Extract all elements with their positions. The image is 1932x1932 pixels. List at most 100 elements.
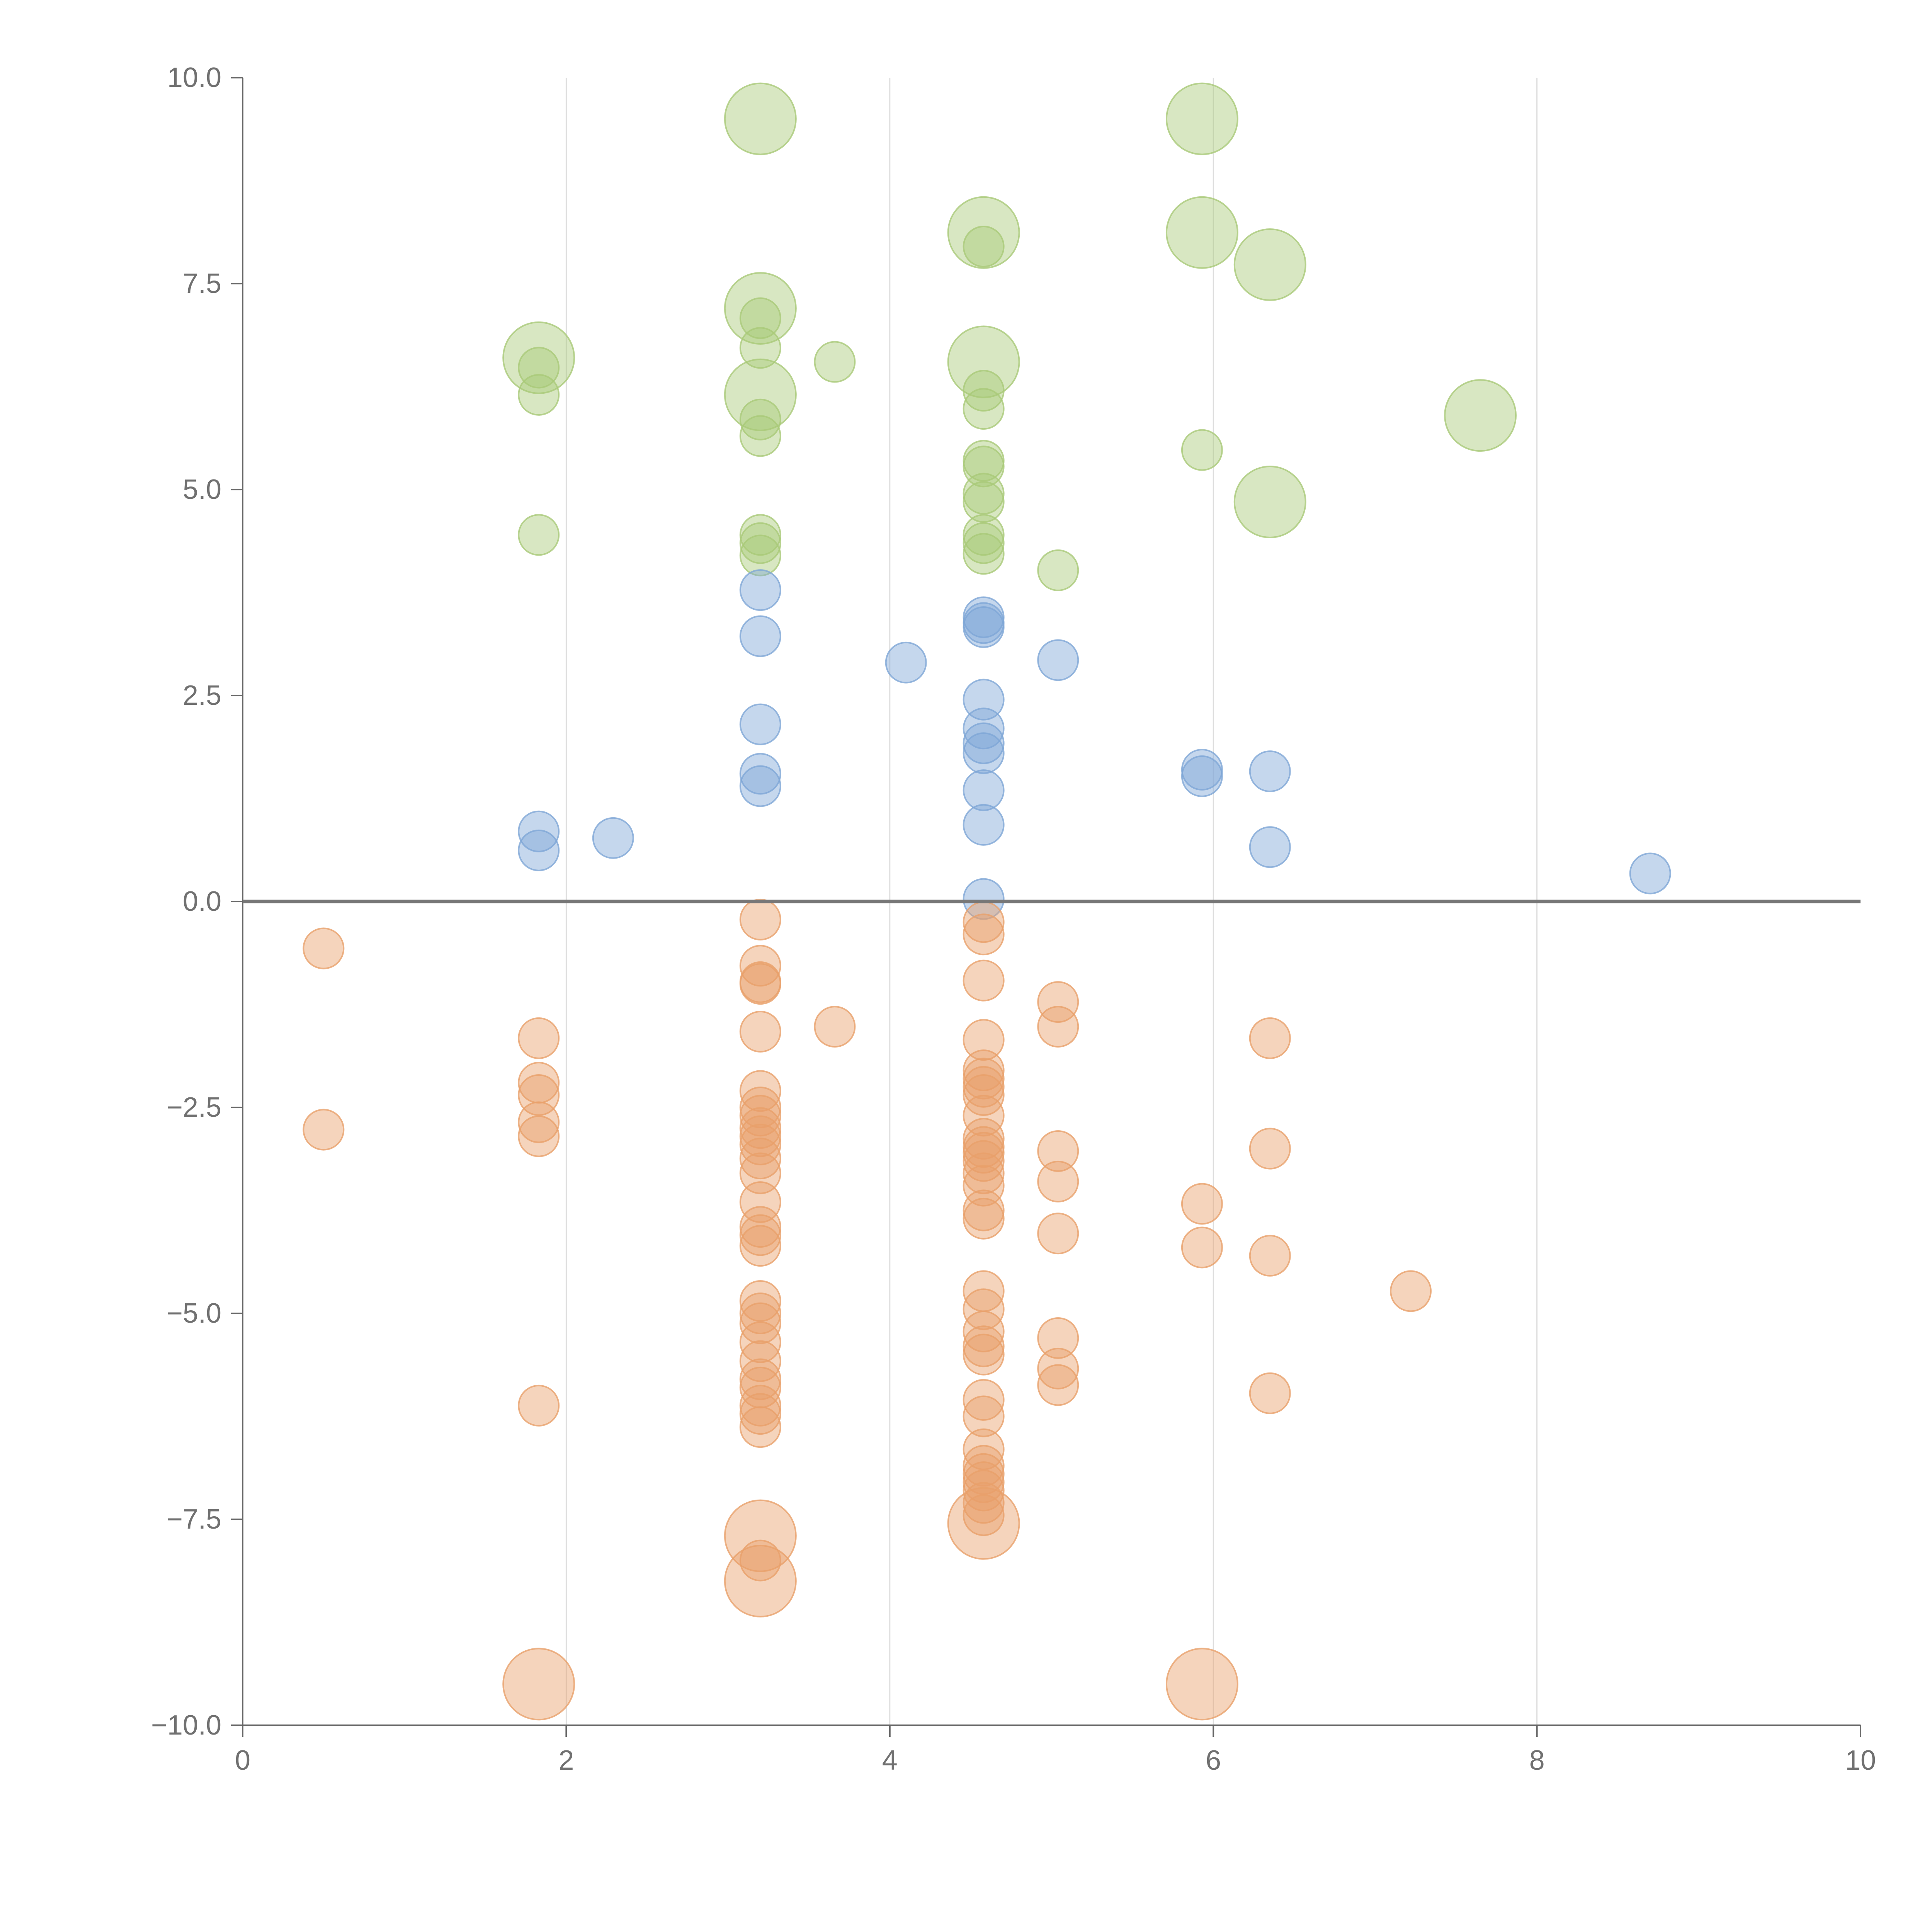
green-bubble <box>963 481 1005 523</box>
orange-bubble <box>1181 1183 1223 1225</box>
orange-bubble <box>814 1006 856 1048</box>
orange-bubble <box>963 1197 1005 1240</box>
blue-bubble <box>1249 750 1291 793</box>
orange-bubble <box>1037 981 1079 1023</box>
orange-bubble <box>739 945 781 987</box>
green-bubble <box>724 358 797 431</box>
y-tick-label: 2.5 <box>183 680 221 711</box>
y-tick-label: 10.0 <box>167 62 221 93</box>
green-bubble <box>724 82 797 155</box>
orange-bubble <box>1037 1364 1079 1406</box>
green-bubble <box>739 415 781 457</box>
orange-bubble <box>963 1152 1005 1194</box>
y-tick-label: 0.0 <box>183 886 221 917</box>
orange-bubble <box>1037 1160 1079 1202</box>
orange-bubble <box>739 1070 781 1112</box>
blue-bubble <box>963 722 1005 764</box>
blue-bubble <box>739 765 781 807</box>
y-tick-label: 7.5 <box>183 268 221 299</box>
green-bubble <box>518 374 560 416</box>
orange-bubble <box>739 1406 781 1448</box>
green-bubble <box>963 388 1005 430</box>
x-tick-label: 2 <box>558 1745 574 1776</box>
green-bubble <box>1037 549 1079 591</box>
blue-bubble <box>963 804 1005 846</box>
x-tick-label: 0 <box>235 1745 250 1776</box>
green-bubble <box>739 327 781 369</box>
orange-bubble <box>724 1544 797 1617</box>
orange-bubble <box>739 1138 781 1180</box>
blue-bubble <box>518 829 560 871</box>
orange-bubble <box>739 1152 781 1194</box>
green-bubble <box>963 226 1005 268</box>
orange-bubble <box>963 1310 1005 1352</box>
orange-bubble <box>303 1109 345 1151</box>
orange-bubble <box>963 1469 1005 1512</box>
green-bubble <box>947 196 1020 269</box>
orange-bubble <box>947 1487 1020 1560</box>
green-bubble <box>963 522 1005 564</box>
orange-bubble <box>518 1115 560 1157</box>
orange-bubble <box>739 1293 781 1334</box>
orange-bubble <box>963 1288 1005 1330</box>
bubble-layer <box>303 82 1671 1721</box>
orange-bubble <box>739 1214 781 1256</box>
green-bubble <box>1181 429 1223 471</box>
blue-bubble <box>1249 826 1291 868</box>
orange-bubble <box>739 1280 781 1322</box>
blue-bubble <box>963 769 1005 811</box>
orange-bubble <box>502 1648 575 1721</box>
orange-bubble <box>1249 1372 1291 1414</box>
blue-bubble <box>963 878 1005 920</box>
orange-bubble <box>1037 1347 1079 1389</box>
orange-bubble <box>1249 1235 1291 1277</box>
green-bubble <box>814 341 856 383</box>
blue-bubble <box>963 707 1005 750</box>
blue-bubble <box>963 679 1005 721</box>
y-tick-label: −2.5 <box>167 1092 221 1123</box>
x-tick-label: 4 <box>882 1745 898 1776</box>
orange-bubble <box>963 1379 1005 1421</box>
orange-bubble <box>1165 1648 1238 1721</box>
blue-bubble <box>518 810 560 852</box>
green-bubble <box>518 514 560 556</box>
orange-bubble <box>963 1140 1005 1182</box>
orange-bubble <box>1181 1226 1223 1269</box>
green-bubble <box>1165 196 1238 269</box>
orange-bubble <box>963 1019 1005 1061</box>
orange-bubble <box>739 898 781 940</box>
blue-bubble <box>739 753 781 795</box>
orange-bubble <box>724 1499 797 1572</box>
orange-bubble <box>963 1482 1005 1524</box>
blue-bubble <box>963 732 1005 774</box>
orange-bubble <box>739 1393 781 1435</box>
orange-bubble <box>518 1101 560 1143</box>
blue-bubble <box>739 703 781 745</box>
green-bubble <box>947 325 1020 398</box>
x-tick-label: 8 <box>1529 1745 1545 1776</box>
green-bubble <box>739 398 781 440</box>
orange-bubble <box>1037 1317 1079 1359</box>
y-tick-label: −10.0 <box>151 1710 221 1741</box>
x-tick-label: 6 <box>1206 1745 1221 1776</box>
orange-bubble <box>963 1395 1005 1437</box>
orange-bubble <box>739 1010 781 1053</box>
orange-bubble <box>963 1095 1005 1137</box>
orange-bubble <box>739 1181 781 1223</box>
orange-bubble <box>739 963 781 1005</box>
orange-bubble <box>739 1123 781 1165</box>
orange-bubble <box>1037 1130 1079 1172</box>
blue-bubble <box>1181 755 1223 797</box>
green-bubble <box>739 297 781 339</box>
green-bubble <box>739 522 781 564</box>
orange-bubble <box>963 959 1005 1002</box>
green-bubble <box>1444 379 1517 452</box>
blue-bubble <box>885 641 927 684</box>
blue-bubble <box>739 569 781 611</box>
blue-bubble <box>963 596 1005 638</box>
orange-bubble <box>303 927 345 969</box>
orange-bubble <box>1249 1128 1291 1170</box>
y-tick-label: −5.0 <box>167 1298 221 1329</box>
blue-bubble <box>1037 639 1079 681</box>
